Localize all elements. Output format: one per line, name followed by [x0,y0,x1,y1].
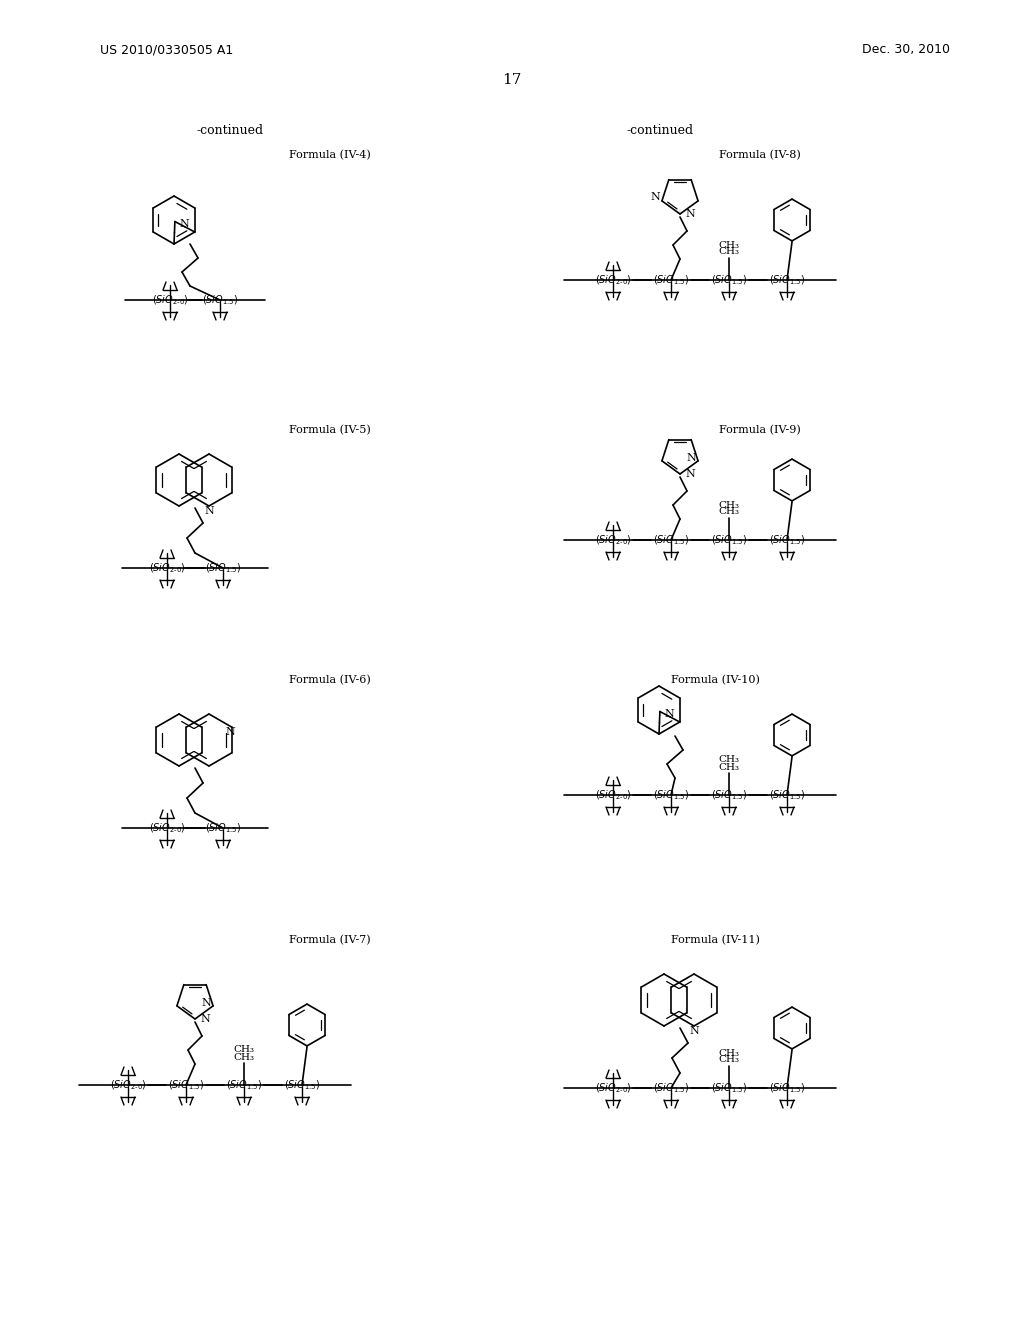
Text: $(SiO_{2\text{-}0})$: $(SiO_{2\text{-}0})$ [148,561,185,574]
Text: Dec. 30, 2010: Dec. 30, 2010 [862,44,950,57]
Text: CH₃: CH₃ [233,1052,255,1061]
Text: Formula (IV-4): Formula (IV-4) [289,150,371,160]
Text: CH₃: CH₃ [719,1048,739,1057]
Text: N: N [686,453,696,463]
Text: N: N [665,709,675,718]
Text: $(SiO_{1.5})$: $(SiO_{1.5})$ [711,533,748,546]
Text: $(SiO_{2\text{-}0})$: $(SiO_{2\text{-}0})$ [148,821,185,834]
Text: N: N [200,1014,210,1024]
Text: CH₃: CH₃ [719,240,739,249]
Text: $(SiO_{1.5})$: $(SiO_{1.5})$ [284,1078,321,1092]
Text: N: N [180,219,189,228]
Text: US 2010/0330505 A1: US 2010/0330505 A1 [100,44,233,57]
Text: $(SiO_{1.5})$: $(SiO_{1.5})$ [711,788,748,801]
Text: $(SiO_{2\text{-}0})$: $(SiO_{2\text{-}0})$ [110,1078,146,1092]
Text: N: N [685,469,694,479]
Text: $(SiO_{1.5})$: $(SiO_{1.5})$ [652,1081,689,1094]
Text: CH₃: CH₃ [719,500,739,510]
Text: CH₃: CH₃ [719,755,739,764]
Text: $(SiO_{1.5})$: $(SiO_{1.5})$ [652,788,689,801]
Text: $(SiO_{2\text{-}0})$: $(SiO_{2\text{-}0})$ [152,293,188,306]
Text: N: N [202,998,211,1008]
Text: $(SiO_{1.5})$: $(SiO_{1.5})$ [769,1081,805,1094]
Text: N: N [204,506,214,516]
Text: CH₃: CH₃ [719,248,739,256]
Text: $(SiO_{1.5})$: $(SiO_{1.5})$ [202,293,239,306]
Text: N: N [225,727,234,737]
Text: CH₃: CH₃ [719,763,739,771]
Text: CH₃: CH₃ [233,1045,255,1055]
Text: $(SiO_{1.5})$: $(SiO_{1.5})$ [711,273,748,286]
Text: $(SiO_{1.5})$: $(SiO_{1.5})$ [168,1078,204,1092]
Text: $(SiO_{1.5})$: $(SiO_{1.5})$ [652,273,689,286]
Text: $(SiO_{2\text{-}0})$: $(SiO_{2\text{-}0})$ [595,1081,632,1094]
Text: N: N [650,191,659,202]
Text: $(SiO_{1.5})$: $(SiO_{1.5})$ [205,561,242,574]
Text: Formula (IV-9): Formula (IV-9) [719,425,801,436]
Text: $(SiO_{1.5})$: $(SiO_{1.5})$ [711,1081,748,1094]
Text: Formula (IV-11): Formula (IV-11) [671,935,760,945]
Text: -continued: -continued [197,124,263,136]
Text: $(SiO_{1.5})$: $(SiO_{1.5})$ [769,788,805,801]
Text: $(SiO_{1.5})$: $(SiO_{1.5})$ [652,533,689,546]
Text: Formula (IV-8): Formula (IV-8) [719,150,801,160]
Text: N: N [689,1026,698,1036]
Text: $(SiO_{1.5})$: $(SiO_{1.5})$ [205,821,242,834]
Text: CH₃: CH₃ [719,1056,739,1064]
Text: Formula (IV-5): Formula (IV-5) [289,425,371,436]
Text: $(SiO_{2\text{-}0})$: $(SiO_{2\text{-}0})$ [595,273,632,286]
Text: $(SiO_{2\text{-}0})$: $(SiO_{2\text{-}0})$ [595,533,632,546]
Text: Formula (IV-10): Formula (IV-10) [671,675,760,685]
Text: -continued: -continued [627,124,693,136]
Text: $(SiO_{1.5})$: $(SiO_{1.5})$ [769,533,805,546]
Text: $(SiO_{1.5})$: $(SiO_{1.5})$ [769,273,805,286]
Text: $(SiO_{1.5})$: $(SiO_{1.5})$ [225,1078,262,1092]
Text: Formula (IV-6): Formula (IV-6) [289,675,371,685]
Text: 17: 17 [503,73,521,87]
Text: CH₃: CH₃ [719,507,739,516]
Text: $(SiO_{2\text{-}0})$: $(SiO_{2\text{-}0})$ [595,788,632,801]
Text: N: N [685,209,694,219]
Text: Formula (IV-7): Formula (IV-7) [289,935,371,945]
